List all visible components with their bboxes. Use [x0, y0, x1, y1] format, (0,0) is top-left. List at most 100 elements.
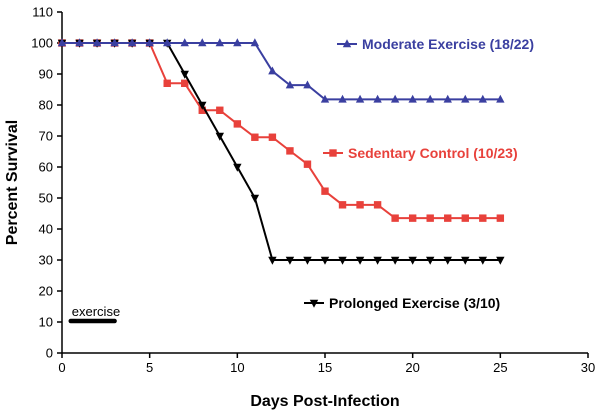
data-point — [496, 94, 505, 103]
data-point — [391, 214, 399, 222]
data-point — [338, 201, 347, 209]
data-point — [355, 94, 365, 103]
y-tick-label: 110 — [32, 5, 53, 20]
data-point — [373, 201, 382, 209]
data-point — [92, 38, 102, 47]
data-point — [320, 256, 330, 265]
data-point — [198, 38, 207, 47]
y-tick-label: 0 — [46, 346, 53, 361]
data-point — [268, 66, 277, 75]
data-point — [443, 256, 452, 265]
y-tick-label: 90 — [39, 67, 53, 82]
data-point — [233, 120, 242, 128]
data-point — [461, 256, 470, 265]
data-point — [163, 79, 171, 87]
y-tick-label: 10 — [39, 315, 53, 330]
plot-area: 0 10 20 30 40 50 60 70 80 90 100 110 0 5 10 15 20 25 30 — [31, 5, 595, 376]
x-tick-label: 20 — [405, 360, 419, 375]
data-point — [461, 94, 470, 103]
x-tick-label: 30 — [581, 360, 595, 375]
series-line — [62, 42, 501, 220]
y-tick-label: 80 — [39, 98, 53, 113]
series-line — [62, 42, 501, 101]
y-tick-label: 50 — [39, 191, 53, 206]
data-point — [180, 70, 189, 79]
data-point — [338, 94, 347, 103]
x-axis-title: Days Post-Infection — [250, 393, 399, 410]
data-point — [285, 80, 295, 89]
data-point — [250, 38, 260, 47]
y-tick-label: 70 — [39, 129, 53, 144]
data-point — [303, 160, 312, 168]
data-point — [444, 214, 452, 222]
data-point — [286, 147, 294, 155]
legend-sedentary-control: Sedentary Control (10/23) — [348, 145, 518, 161]
legend-moderate-exercise: Moderate Exercise (18/22) — [362, 36, 534, 52]
x-tick-label: 15 — [318, 360, 332, 375]
data-point — [215, 132, 224, 141]
data-point — [215, 38, 224, 47]
data-point — [303, 80, 312, 89]
data-point — [478, 94, 487, 103]
data-point — [478, 256, 487, 265]
y-tick-label: 40 — [39, 222, 53, 237]
data-point — [198, 106, 206, 114]
data-point — [426, 214, 434, 222]
data-point — [268, 256, 277, 265]
data-point — [198, 101, 207, 110]
x-tick-label: 10 — [230, 360, 244, 375]
data-point — [390, 94, 400, 103]
data-point — [251, 133, 259, 141]
data-point — [356, 201, 364, 209]
data-point — [479, 214, 487, 222]
data-point — [250, 194, 260, 203]
data-point — [181, 79, 189, 87]
data-point — [355, 256, 365, 265]
series-1 — [58, 39, 505, 222]
data-point — [309, 299, 319, 308]
y-axis: 0 10 20 30 40 50 60 70 80 90 100 110 — [31, 5, 63, 361]
exercise-annotation-label: exercise — [72, 304, 120, 319]
data-point — [426, 256, 435, 265]
data-point — [496, 256, 505, 265]
data-point — [408, 256, 417, 265]
legend-prolonged-exercise: Prolonged Exercise (3/10) — [329, 295, 500, 311]
data-point — [75, 38, 84, 47]
series-0 — [57, 38, 505, 103]
data-point — [233, 38, 242, 47]
data-point — [390, 256, 400, 265]
series-layer — [57, 38, 505, 308]
legend-entry-1 — [323, 149, 343, 157]
legend-entry-0 — [337, 39, 357, 48]
data-point — [320, 94, 330, 103]
data-point — [338, 256, 347, 265]
data-point — [373, 94, 382, 103]
data-point — [127, 38, 137, 47]
legend-entry-2 — [304, 299, 324, 308]
data-point — [408, 214, 417, 222]
x-tick-label: 25 — [493, 360, 507, 375]
data-point — [321, 187, 329, 195]
data-point — [145, 38, 154, 47]
data-point — [303, 256, 312, 265]
x-axis: 0 5 10 15 20 25 30 — [58, 352, 595, 375]
data-point — [426, 94, 435, 103]
y-tick-label: 100 — [31, 36, 53, 51]
data-point — [329, 149, 337, 157]
data-point — [342, 39, 352, 48]
x-tick-label: 5 — [146, 360, 153, 375]
data-point — [461, 214, 469, 222]
data-point — [57, 38, 67, 47]
data-point — [110, 38, 119, 47]
data-point — [180, 38, 189, 47]
data-point — [373, 256, 382, 265]
y-tick-label: 20 — [39, 284, 53, 299]
data-point — [233, 163, 242, 172]
y-axis-title: Percent Survival — [4, 120, 21, 245]
data-point — [496, 214, 505, 222]
data-point — [268, 133, 277, 141]
data-point — [408, 94, 417, 103]
y-tick-label: 60 — [39, 160, 53, 175]
data-point — [443, 94, 452, 103]
